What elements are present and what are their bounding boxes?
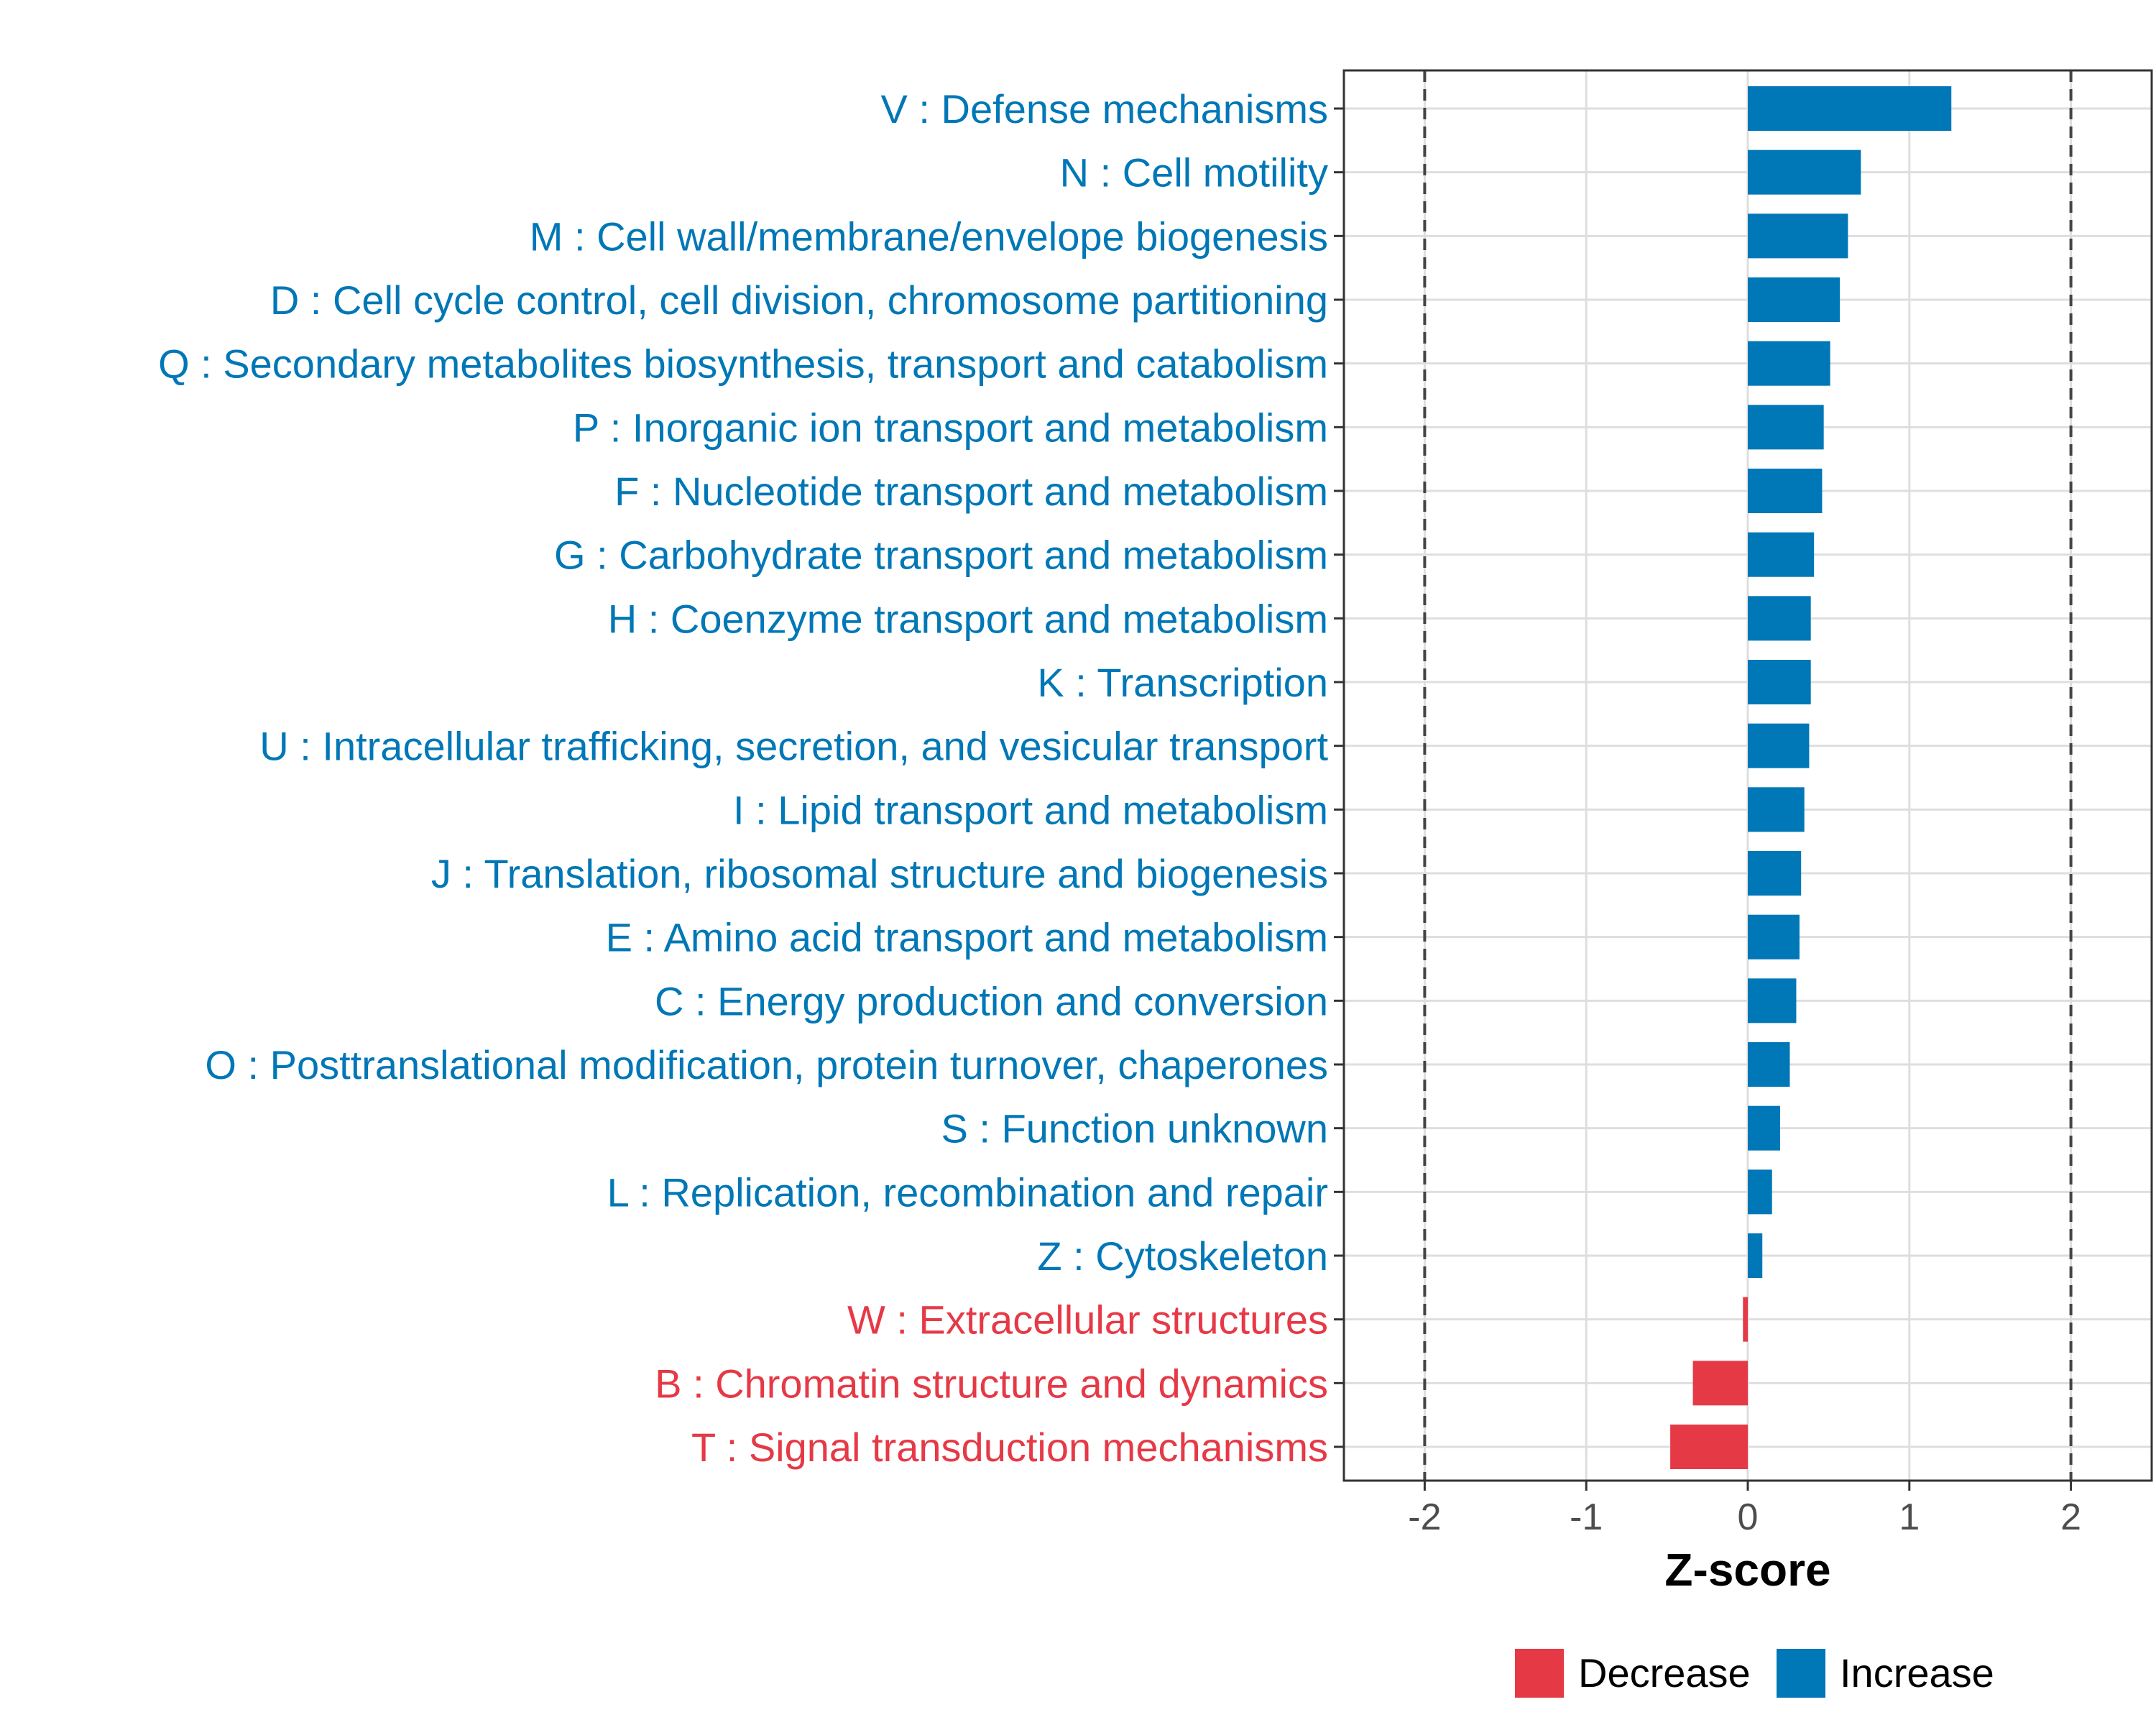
bar [1748,213,1848,259]
category-label: I : Lipid transport and metabolism [733,787,1328,832]
category-label: Q : Secondary metabolites biosynthesis, … [158,341,1328,387]
y-axis-ticks [1334,107,1344,1448]
category-label: V : Defense mechanisms [881,86,1328,132]
category-label: M : Cell wall/membrane/envelope biogenes… [530,213,1328,259]
category-label: W : Extracellular structures [847,1297,1328,1343]
bar [1748,978,1797,1024]
category-label: F : Nucleotide transport and metabolism [614,469,1328,514]
category-label: J : Translation, ribosomal structure and… [431,851,1328,896]
bar [1748,723,1810,768]
bar [1748,277,1841,322]
category-label: N : Cell motility [1060,150,1328,196]
bar [1748,1169,1772,1215]
category-labels: V : Defense mechanisms N : Cell motility M… [158,86,1328,1470]
legend-swatch [1515,1649,1564,1698]
category-label: B : Chromatin structure and dynamics [655,1361,1328,1406]
bar [1748,787,1805,832]
bar [1748,660,1811,704]
bar [1748,150,1861,195]
category-label: P : Inorganic ion transport and metaboli… [573,405,1328,450]
category-label: G : Carbohydrate transport and metabolis… [554,533,1328,578]
x-axis-tick-labels: -2 -1 0 1 2 [1408,1496,2081,1538]
bars [1670,86,1952,1469]
category-label: Z : Cytoskeleton [1037,1233,1328,1279]
bar [1748,86,1952,131]
bar [1692,1361,1748,1406]
legend-swatch [1777,1649,1825,1698]
x-axis-ticks [1423,1481,2073,1491]
legend-label: Decrease [1578,1650,1751,1696]
category-label: T : Signal transduction mechanisms [691,1425,1328,1470]
category-label: D : Cell cycle control, cell division, c… [270,277,1328,323]
bar [1748,1233,1763,1278]
bar [1748,596,1811,641]
bar [1748,851,1802,896]
reference-lines [1423,70,2073,1481]
category-label: O : Posttranslational modification, prot… [205,1042,1328,1087]
bar [1748,341,1830,386]
bar [1748,1105,1780,1151]
category-label: S : Function unknown [941,1106,1328,1151]
bar [1748,1042,1790,1087]
x-tick-label: -1 [1570,1496,1603,1538]
x-tick-label: 2 [2060,1496,2081,1538]
legend-label: Increase [1840,1650,1994,1696]
bar [1748,405,1824,450]
category-label: U : Intracellular trafficking, secretion… [259,724,1328,769]
bar [1748,532,1815,577]
bar [1743,1297,1748,1342]
legend: Decrease Increase [1515,1649,1994,1698]
x-axis-title: Z-score [1664,1544,1830,1596]
category-label: H : Coenzyme transport and metabolism [608,596,1328,641]
x-tick-label: -2 [1408,1496,1441,1538]
bar [1748,914,1800,960]
bar [1748,469,1823,513]
category-label: C : Energy production and conversion [655,978,1328,1024]
category-label: K : Transcription [1037,660,1328,705]
x-tick-label: 0 [1738,1496,1759,1538]
category-label: L : Replication, recombination and repai… [607,1169,1328,1215]
category-label: E : Amino acid transport and metabolism [606,915,1328,960]
bar [1670,1425,1748,1469]
x-tick-label: 1 [1899,1496,1920,1538]
